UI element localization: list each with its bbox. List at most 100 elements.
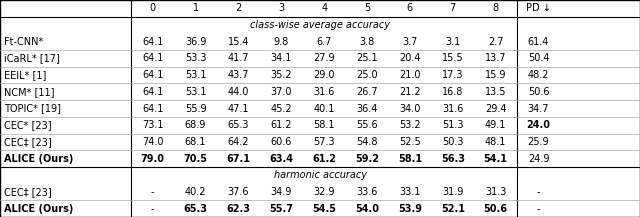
- Text: CEC‡ [23]: CEC‡ [23]: [4, 187, 52, 197]
- Text: 56.3: 56.3: [441, 154, 465, 164]
- Text: 61.2: 61.2: [312, 154, 336, 164]
- Text: 34.7: 34.7: [528, 104, 549, 113]
- Text: TOPIC* [19]: TOPIC* [19]: [4, 104, 61, 113]
- Text: 3.7: 3.7: [402, 37, 418, 47]
- Text: 34.9: 34.9: [271, 187, 292, 197]
- Text: -: -: [537, 204, 540, 214]
- Text: 52.5: 52.5: [399, 137, 420, 147]
- Text: 40.2: 40.2: [185, 187, 206, 197]
- Text: 50.6: 50.6: [528, 87, 549, 97]
- Text: 54.8: 54.8: [356, 137, 378, 147]
- Text: CEC‡ [23]: CEC‡ [23]: [4, 137, 52, 147]
- Text: 45.2: 45.2: [271, 104, 292, 113]
- Text: 55.7: 55.7: [269, 204, 293, 214]
- Text: 64.2: 64.2: [228, 137, 249, 147]
- Text: 31.9: 31.9: [442, 187, 463, 197]
- Text: PD ↓: PD ↓: [526, 3, 551, 13]
- Text: 59.2: 59.2: [355, 154, 379, 164]
- Text: 37.0: 37.0: [271, 87, 292, 97]
- Text: 50.6: 50.6: [484, 204, 508, 214]
- Text: 6.7: 6.7: [316, 37, 332, 47]
- Text: 53.2: 53.2: [399, 120, 420, 130]
- Text: 61.2: 61.2: [271, 120, 292, 130]
- Text: 53.1: 53.1: [185, 70, 206, 80]
- Text: 9.8: 9.8: [274, 37, 289, 47]
- Text: 31.6: 31.6: [314, 87, 335, 97]
- Text: 53.9: 53.9: [398, 204, 422, 214]
- Text: 51.3: 51.3: [442, 120, 463, 130]
- Text: 26.7: 26.7: [356, 87, 378, 97]
- Text: harmonic accuracy: harmonic accuracy: [273, 170, 367, 180]
- Text: 33.1: 33.1: [399, 187, 420, 197]
- Text: 68.1: 68.1: [185, 137, 206, 147]
- Text: 3: 3: [278, 3, 284, 13]
- Text: 2.7: 2.7: [488, 37, 504, 47]
- Text: 36.9: 36.9: [185, 37, 206, 47]
- Text: 29.0: 29.0: [314, 70, 335, 80]
- Text: 3.1: 3.1: [445, 37, 460, 47]
- Text: 68.9: 68.9: [185, 120, 206, 130]
- Text: 21.2: 21.2: [399, 87, 420, 97]
- Text: 53.3: 53.3: [185, 53, 206, 63]
- Text: 6: 6: [407, 3, 413, 13]
- Text: 20.4: 20.4: [399, 53, 420, 63]
- Text: 8: 8: [493, 3, 499, 13]
- Text: 21.0: 21.0: [399, 70, 420, 80]
- Text: 32.9: 32.9: [314, 187, 335, 197]
- Text: 17.3: 17.3: [442, 70, 463, 80]
- Text: 16.8: 16.8: [442, 87, 463, 97]
- Text: Ft-CNN*: Ft-CNN*: [4, 37, 43, 47]
- Text: 24.0: 24.0: [527, 120, 550, 130]
- Text: 60.6: 60.6: [271, 137, 292, 147]
- Text: 34.1: 34.1: [271, 53, 292, 63]
- Text: 37.6: 37.6: [228, 187, 249, 197]
- Text: 2: 2: [236, 3, 241, 13]
- Text: 0: 0: [150, 3, 156, 13]
- Text: 79.0: 79.0: [141, 154, 164, 164]
- Text: ALICE (Ours): ALICE (Ours): [4, 204, 73, 214]
- Text: 41.7: 41.7: [228, 53, 249, 63]
- Text: EEIL* [1]: EEIL* [1]: [4, 70, 46, 80]
- Text: 53.1: 53.1: [185, 87, 206, 97]
- Text: 15.4: 15.4: [228, 37, 249, 47]
- Text: 24.9: 24.9: [528, 154, 549, 164]
- Text: 35.2: 35.2: [271, 70, 292, 80]
- Text: 31.6: 31.6: [442, 104, 463, 113]
- Text: iCaRL* [17]: iCaRL* [17]: [4, 53, 60, 63]
- Text: 64.1: 64.1: [142, 37, 163, 47]
- Text: 64.1: 64.1: [142, 70, 163, 80]
- Text: ALICE (Ours): ALICE (Ours): [4, 154, 73, 164]
- Text: 4: 4: [321, 3, 327, 13]
- Text: 7: 7: [450, 3, 456, 13]
- Text: 27.9: 27.9: [314, 53, 335, 63]
- Text: 61.4: 61.4: [528, 37, 549, 47]
- Text: 64.1: 64.1: [142, 104, 163, 113]
- Text: -: -: [151, 187, 154, 197]
- Text: 64.1: 64.1: [142, 53, 163, 63]
- Text: 55.9: 55.9: [185, 104, 206, 113]
- Text: 54.1: 54.1: [484, 154, 508, 164]
- Text: 52.1: 52.1: [441, 204, 465, 214]
- Text: 25.1: 25.1: [356, 53, 378, 63]
- Text: 3.8: 3.8: [360, 37, 374, 47]
- Text: -: -: [151, 204, 154, 214]
- Text: 73.1: 73.1: [142, 120, 163, 130]
- Text: 5: 5: [364, 3, 370, 13]
- Text: NCM* [11]: NCM* [11]: [4, 87, 54, 97]
- Text: 49.1: 49.1: [485, 120, 506, 130]
- Text: 43.7: 43.7: [228, 70, 249, 80]
- Text: 58.1: 58.1: [314, 120, 335, 130]
- Text: class-wise average accuracy: class-wise average accuracy: [250, 20, 390, 30]
- Text: -: -: [537, 187, 540, 197]
- Text: 1: 1: [193, 3, 198, 13]
- Text: 40.1: 40.1: [314, 104, 335, 113]
- Text: 70.5: 70.5: [184, 154, 207, 164]
- Text: 33.6: 33.6: [356, 187, 378, 197]
- Text: 74.0: 74.0: [142, 137, 163, 147]
- Text: 13.7: 13.7: [485, 53, 506, 63]
- Text: 64.1: 64.1: [142, 87, 163, 97]
- Text: 50.4: 50.4: [528, 53, 549, 63]
- Text: 57.3: 57.3: [314, 137, 335, 147]
- Text: 25.0: 25.0: [356, 70, 378, 80]
- Text: 58.1: 58.1: [398, 154, 422, 164]
